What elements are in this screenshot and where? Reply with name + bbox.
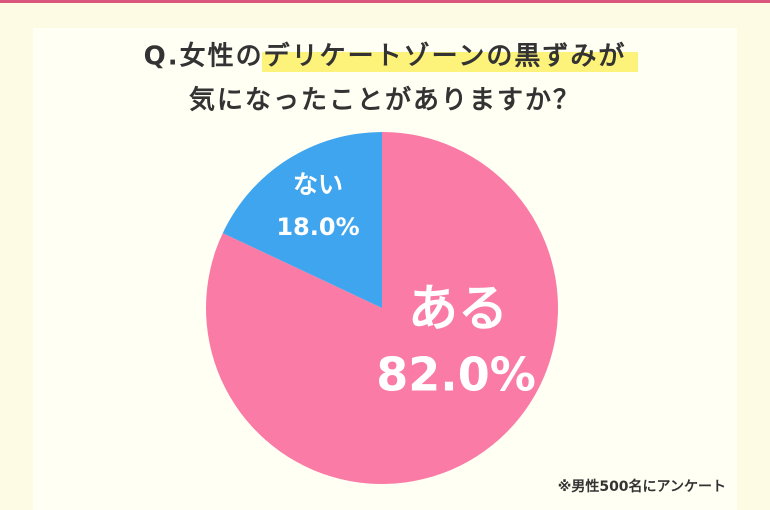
chart-title: Q.女性のデリケートゾーンの黒ずみが: [144, 41, 627, 72]
note: ※男性500名にアンケート: [558, 478, 726, 495]
title-highlight: [262, 52, 638, 72]
chart-title: 気になったことがありますか？: [189, 85, 581, 116]
pie-slice: [222, 132, 382, 308]
top-border: [0, 0, 770, 3]
value-label: 82.0%: [376, 348, 536, 402]
value-label: 18.0%: [276, 213, 359, 241]
slice-label: ない: [293, 170, 343, 199]
slice-label: ある: [408, 280, 508, 338]
